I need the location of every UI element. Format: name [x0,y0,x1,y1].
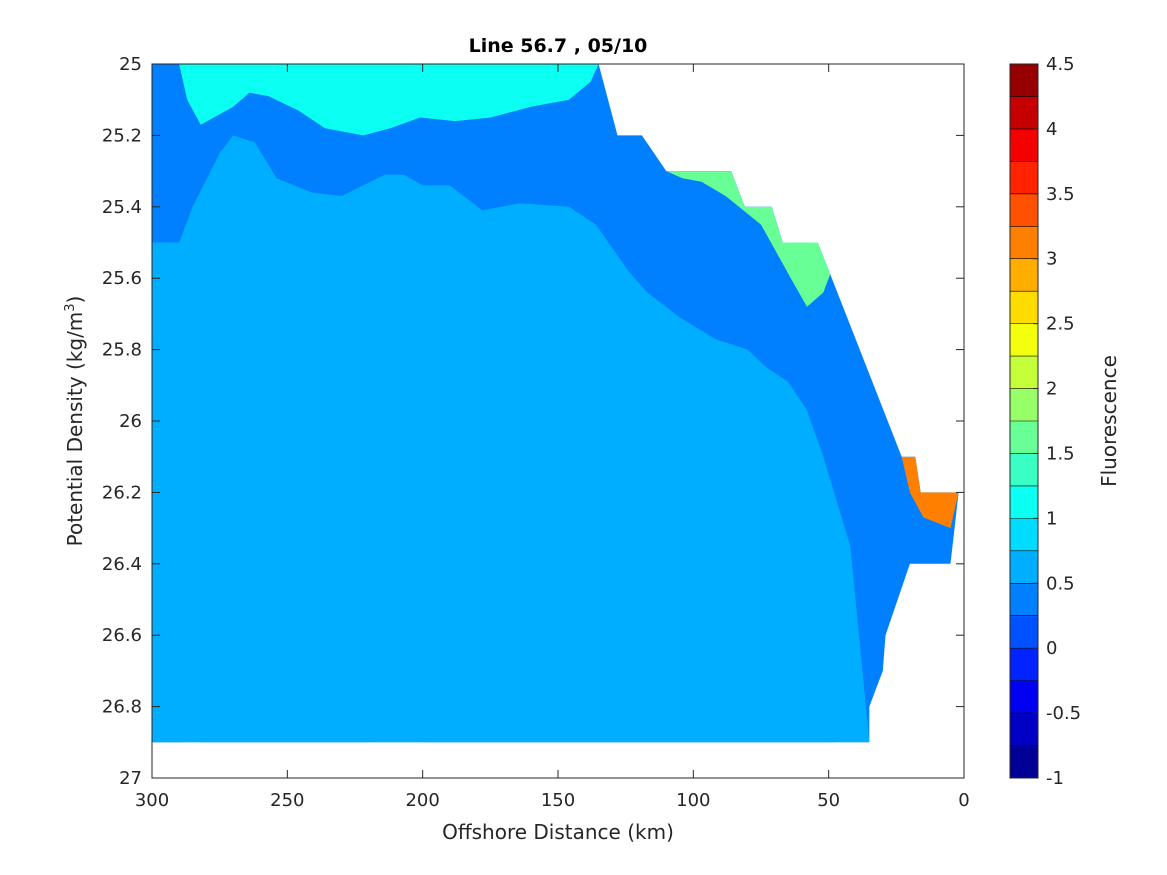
colorbar-tick-label: 0 [1046,638,1057,659]
y-tick-label: 25.8 [102,340,142,361]
colorbar-band [1010,96,1038,130]
x-axis: 300 250 200 150 100 50 0 [135,64,970,811]
colorbar-band [1010,518,1038,552]
y-axis-label: Potential Density (kg/m3) [63,296,87,547]
colorbar-frame [1009,63,1039,779]
colorbar-tick-label: 1.5 [1046,443,1075,464]
colorbar: -1 -0.5 0 0.5 1 1.5 2 2.5 3 3.5 4 4.5 [1009,54,1081,789]
colorbar-band [1010,453,1038,487]
colorbar-band [1010,64,1038,97]
x-tick-label: 250 [270,790,304,811]
y-tick-label: 26 [119,411,142,432]
colorbar-tick-label: -1 [1046,768,1064,789]
colorbar-band [1010,745,1038,779]
contour-level-0-5 [152,135,870,743]
colorbar-band [1010,193,1038,227]
y-tick-label: 25.6 [102,268,142,289]
x-tick-label: 100 [676,790,710,811]
colorbar-band [1010,615,1038,649]
colorbar-tick-label: 4.5 [1046,54,1075,75]
y-tick-label: 25.4 [102,197,142,218]
y-tick-label: 27 [119,768,142,789]
colorbar-tick-label: 1 [1046,508,1057,529]
colorbar-label: Fluorescence [1097,355,1121,487]
colorbar-band [1010,323,1038,357]
y-tick-label: 26.2 [102,482,142,503]
colorbar-band [1010,550,1038,584]
colorbar-tick-label: -0.5 [1046,703,1081,724]
colorbar-tick-label: 3.5 [1046,184,1075,205]
y-tick-label: 26.4 [102,554,142,575]
y-tick-label: 26.8 [102,697,142,718]
x-tick-label: 0 [958,790,969,811]
colorbar-tick-label: 3 [1046,249,1057,270]
x-tick-label: 200 [405,790,439,811]
colorbar-band [1010,583,1038,617]
colorbar-band [1010,421,1038,454]
y-axis-label-close: ) [63,296,87,304]
y-axis-label-superscript: 3 [63,303,78,311]
x-tick-label: 150 [541,790,575,811]
colorbar-band [1010,388,1038,422]
colorbar-band [1010,356,1038,390]
chart-title: Line 56.7 , 05/10 [469,35,648,57]
colorbar-band [1010,713,1038,747]
y-tick-label: 25.2 [102,125,142,146]
plot-area [152,64,959,743]
y-tick-label: 26.6 [102,625,142,646]
colorbar-band [1010,226,1038,260]
x-tick-label: 300 [135,790,169,811]
contour-level-1 [179,64,599,136]
x-tick-label: 50 [817,790,840,811]
colorbar-band [1010,485,1038,519]
colorbar-band [1010,161,1038,195]
colorbar-band [1010,680,1038,714]
x-axis-label: Offshore Distance (km) [442,820,674,844]
colorbar-band [1010,128,1038,162]
contour-level-3 [901,456,959,529]
colorbar-tick-label: 2 [1046,379,1057,400]
y-axis: 25 25.2 25.4 25.6 25.8 26 26.2 26.4 26.6 26.8 27 [102,54,964,789]
y-tick-label: 25 [119,54,142,75]
contour-level-1-5 [666,171,835,307]
colorbar-band [1010,648,1038,682]
colorbar-tick-label: 4 [1046,119,1057,140]
colorbar-band [1010,258,1038,292]
colorbar-band [1010,291,1038,325]
colorbar-tick-label: 0.5 [1046,573,1075,594]
colorbar-tick-label: 2.5 [1046,314,1075,335]
y-axis-label-main: Potential Density (kg/m [63,312,87,547]
